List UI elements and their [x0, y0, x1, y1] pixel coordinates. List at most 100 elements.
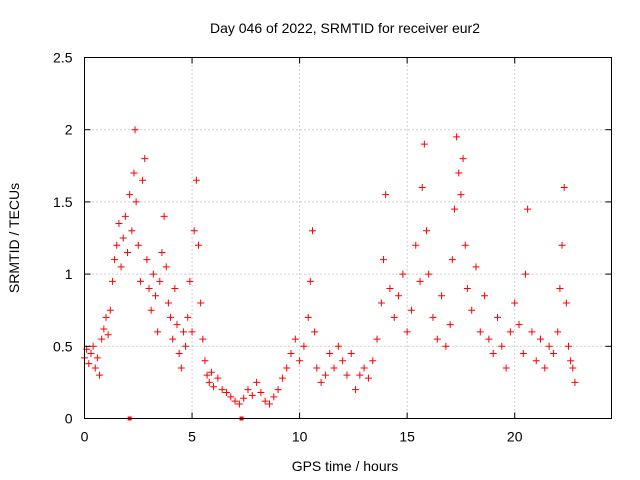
data-point	[564, 342, 572, 350]
data-point	[177, 364, 185, 372]
data-point	[377, 299, 385, 307]
grid-layer	[84, 57, 612, 419]
data-point	[313, 364, 321, 372]
plot-frame	[84, 57, 612, 419]
data-point	[459, 155, 467, 163]
data-point	[197, 299, 205, 307]
data-point	[569, 364, 577, 372]
data-point	[113, 241, 121, 249]
data-point	[151, 292, 159, 300]
data-point	[382, 191, 390, 199]
data-point	[227, 393, 235, 401]
data-point	[121, 212, 129, 220]
data-point	[321, 371, 329, 379]
data-point	[106, 306, 114, 314]
data-point	[386, 285, 394, 293]
data-point	[416, 277, 424, 285]
data-point	[418, 183, 426, 191]
data-point	[506, 328, 514, 336]
data-point	[171, 285, 179, 293]
data-point	[425, 270, 433, 278]
data-point	[91, 364, 99, 372]
data-point	[438, 292, 446, 300]
x-tick-label: 15	[399, 429, 415, 445]
data-point	[304, 313, 312, 321]
data-point	[147, 306, 155, 314]
data-point	[96, 371, 104, 379]
x-tick-label: 20	[507, 429, 523, 445]
data-point	[364, 374, 372, 382]
data-point	[124, 248, 132, 256]
data-point	[448, 256, 456, 264]
data-point	[102, 313, 110, 321]
data-point	[126, 191, 134, 199]
data-point	[485, 335, 493, 343]
data-point	[218, 386, 226, 394]
data-point	[446, 321, 454, 329]
data-point	[399, 270, 407, 278]
data-point	[481, 292, 489, 300]
data-point	[407, 306, 415, 314]
data-point	[210, 383, 218, 391]
data-point	[164, 299, 172, 307]
data-point	[296, 357, 304, 365]
data-point	[154, 328, 162, 336]
data-point	[145, 285, 153, 293]
data-point	[231, 397, 239, 405]
data-point	[278, 374, 286, 382]
data-point	[545, 342, 553, 350]
data-point	[433, 335, 441, 343]
data-point	[360, 364, 368, 372]
data-point	[248, 391, 256, 399]
y-tick-label: 2.5	[53, 50, 73, 66]
data-point	[149, 270, 157, 278]
data-point	[476, 328, 484, 336]
data-point	[461, 241, 469, 249]
data-point	[207, 368, 215, 376]
data-point	[287, 350, 295, 358]
y-tick-label: 0	[65, 411, 73, 427]
data-point	[192, 176, 200, 184]
data-point	[128, 227, 136, 235]
data-point	[175, 350, 183, 358]
data-point	[201, 357, 209, 365]
data-point	[214, 374, 222, 382]
x-axis-label: GPS time / hours	[292, 458, 399, 474]
data-point	[253, 378, 261, 386]
data-point	[515, 321, 523, 329]
data-point	[309, 227, 317, 235]
data-point	[169, 335, 177, 343]
data-point	[195, 241, 203, 249]
data-point	[244, 386, 252, 394]
data-point	[493, 313, 501, 321]
data-point	[115, 220, 123, 228]
data-point	[420, 140, 428, 148]
data-point	[562, 299, 570, 307]
data-point	[502, 364, 510, 372]
data-point	[463, 285, 471, 293]
data-point	[558, 241, 566, 249]
data-point	[93, 354, 101, 362]
data-point	[457, 191, 465, 199]
data-point	[379, 256, 387, 264]
y-tick-label: 0.5	[53, 338, 73, 354]
data-point	[139, 176, 147, 184]
data-point	[347, 350, 355, 358]
data-point	[270, 393, 278, 401]
data-point	[455, 169, 463, 177]
data-point	[450, 205, 458, 213]
data-point	[184, 313, 192, 321]
data-point	[141, 155, 149, 163]
data-point	[339, 357, 347, 365]
chart-title: Day 046 of 2022, SRMTID for receiver eur…	[210, 20, 480, 36]
y-axis-label: SRMTID / TECUs	[6, 183, 22, 293]
data-point	[203, 371, 211, 379]
data-point	[143, 256, 151, 264]
data-point	[85, 360, 93, 368]
data-point	[240, 394, 248, 402]
data-point	[306, 277, 314, 285]
data-point	[87, 350, 95, 358]
data-point	[98, 335, 106, 343]
data-point	[528, 328, 536, 336]
